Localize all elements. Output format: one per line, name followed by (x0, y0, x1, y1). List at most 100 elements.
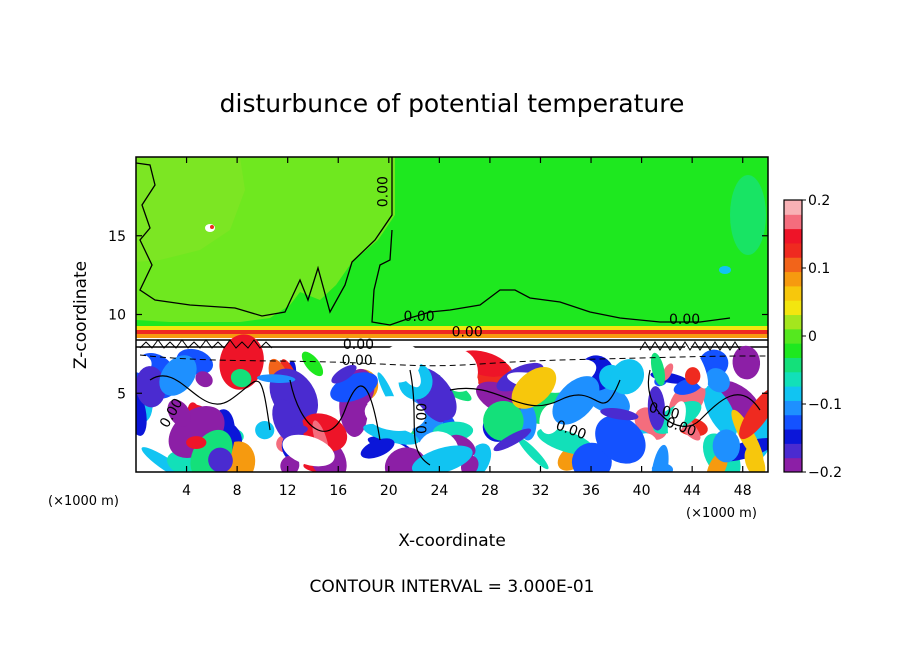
field-cell (685, 367, 701, 385)
field-cell (301, 351, 324, 377)
field-cell (493, 428, 532, 452)
chart-title: disturbunce of potential temperature (220, 89, 685, 118)
x-axis-ticks: 4 8 12 16 20 24 28 32 36 40 44 48 (182, 157, 752, 499)
lower-contour-2 (289, 379, 381, 441)
contour-label: 0.00 (376, 176, 392, 207)
field-cell (712, 429, 740, 463)
x-tick-label: 24 (430, 483, 448, 499)
upper-right-cool-patch (730, 175, 766, 255)
colorbar-swatch (784, 271, 802, 287)
lower-contour-5 (647, 369, 761, 427)
field-cell (230, 369, 252, 388)
x-tick-label: 36 (582, 483, 600, 499)
colorbar-swatch (784, 228, 802, 244)
field-cell (167, 399, 191, 427)
field-cell (159, 355, 197, 396)
field-cell (600, 407, 639, 421)
lower-contour-4 (449, 379, 621, 407)
x-tick-label: 20 (380, 483, 398, 499)
colorbar-tick-label: −0.1 (808, 397, 842, 413)
y-axis-ticks: 5 10 15 (108, 229, 768, 402)
inversion-contour-cluster-left (139, 339, 273, 349)
colorbar-swatch (784, 386, 802, 401)
field-cell (186, 436, 207, 449)
colorbar-swatch (784, 457, 802, 473)
colorbar-swatch (784, 357, 802, 373)
colorbar-swatch (784, 343, 802, 358)
colorbar-swatch (784, 285, 802, 301)
colorbar-tick-label: 0.1 (808, 261, 830, 277)
field-cell (280, 455, 300, 472)
plot-field (136, 157, 768, 472)
x-tick-label: 8 (233, 483, 242, 499)
inversion-contour-cluster-right (639, 341, 741, 351)
colorbar-ticks: 0.2 0.1 0 −0.1 −0.2 (802, 193, 842, 481)
field-cell (684, 345, 708, 389)
field-cell (195, 371, 213, 388)
colorbar-swatch (784, 328, 802, 344)
contour-label: 0.00 (404, 309, 435, 325)
lower-turbulent-field (136, 334, 768, 472)
field-cell (411, 445, 473, 472)
field-cell (331, 364, 357, 384)
colorbar (783, 199, 803, 473)
x-tick-label: 32 (532, 483, 550, 499)
field-cell (610, 359, 645, 395)
inversion-yellow (136, 326, 768, 330)
x-axis-unit: (×1000 m) (686, 506, 757, 521)
field-cell (667, 401, 686, 439)
y-axis-unit: (×1000 m) (48, 494, 119, 509)
contour-label: 0.00 (343, 337, 374, 353)
contour-interval-note: CONTOUR INTERVAL = 3.000E-01 (310, 577, 595, 597)
red-dot (210, 225, 214, 229)
field-cell (256, 374, 296, 383)
contour-label: 0.00 (669, 312, 700, 328)
colorbar-swatch (784, 371, 802, 387)
colorbar-swatch (784, 414, 802, 430)
field-cell (360, 438, 395, 459)
x-tick-label: 16 (329, 483, 347, 499)
colorbar-tick-label: 0.2 (808, 193, 830, 209)
contour-label: 0.00 (647, 400, 681, 424)
lower-contour-1 (149, 375, 271, 431)
field-cell (444, 363, 479, 390)
colorbar-swatch (784, 300, 802, 316)
field-cell (739, 387, 768, 440)
colorbar-swatch (784, 257, 802, 273)
colorbar-tick-label: −0.2 (808, 465, 842, 481)
cool-dot (719, 266, 731, 274)
contour-label: 0.00 (415, 403, 431, 434)
upper-contour-left (136, 157, 393, 317)
field-cell (363, 423, 420, 445)
colorbar-swatch (784, 429, 802, 444)
x-tick-label: 48 (734, 483, 752, 499)
field-cell (703, 385, 738, 438)
upper-contour-right (371, 229, 731, 326)
inversion-red (136, 330, 768, 334)
y-tick-label: 10 (108, 308, 126, 324)
contour-label: 0.00 (342, 353, 373, 369)
colorbar-swatch (784, 200, 802, 215)
colorbar-swatch (784, 242, 802, 258)
upper-left-patch (136, 157, 245, 262)
field-cell (595, 415, 646, 464)
field-cell (517, 437, 549, 470)
field-cell (141, 447, 194, 472)
field-cell (219, 334, 264, 390)
field-cell (384, 447, 427, 472)
colorbar-swatch (784, 214, 802, 230)
field-cell (483, 400, 524, 442)
y-tick-label: 5 (117, 386, 126, 402)
field-cell (705, 368, 730, 393)
y-axis-label: Z-coordinate (71, 261, 91, 369)
x-tick-label: 40 (633, 483, 651, 499)
field-cell (732, 345, 761, 380)
field-cell (208, 447, 233, 472)
x-tick-label: 28 (481, 483, 499, 499)
field-cell (364, 396, 426, 431)
field-cell (288, 425, 308, 435)
dashed-contour (139, 354, 768, 367)
x-axis-label: X-coordinate (398, 531, 506, 551)
x-tick-label: 44 (683, 483, 701, 499)
